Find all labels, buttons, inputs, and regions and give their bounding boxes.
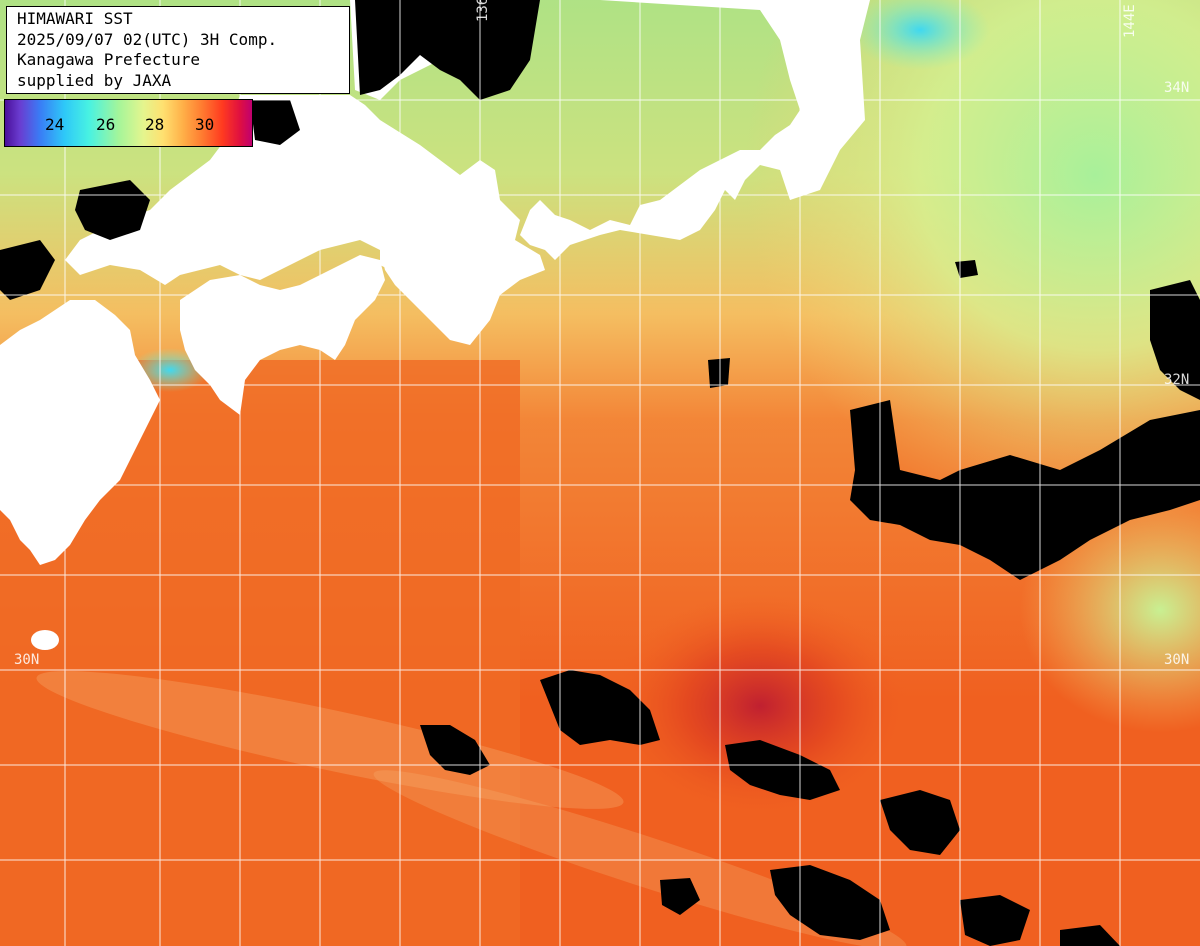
grid-label-136e-top: 136E bbox=[475, 0, 491, 22]
cloud-west-2 bbox=[0, 240, 55, 300]
grid-label-34n-right: 34N bbox=[1164, 80, 1190, 96]
land-honshu-west bbox=[65, 95, 545, 345]
temperature-colorbar: 24 26 28 30 bbox=[4, 99, 253, 147]
grid-label-30n-right: 30N bbox=[1164, 652, 1190, 668]
land-island-2 bbox=[8, 379, 28, 411]
cloud-south-8 bbox=[1060, 925, 1120, 946]
cloud-east-small-2 bbox=[708, 358, 730, 388]
colorbar-tick-28: 28 bbox=[145, 115, 165, 134]
cloud-east-top bbox=[1150, 280, 1200, 400]
cloud-east-band bbox=[850, 400, 1200, 580]
info-box: HIMAWARI SST 2025/09/07 02(UTC) 3H Comp.… bbox=[6, 6, 350, 94]
grid-label-30n-left: 30N bbox=[14, 652, 40, 668]
colorbar-tick-26: 26 bbox=[96, 115, 116, 134]
land-kyushu bbox=[0, 300, 160, 565]
land-izu bbox=[780, 130, 808, 185]
cloud-south-7 bbox=[660, 878, 700, 915]
info-supplier: supplied by JAXA bbox=[17, 70, 172, 90]
land-island-1 bbox=[31, 630, 59, 650]
cloud-south-4 bbox=[880, 790, 960, 855]
ocean-cyan-spot bbox=[850, 0, 990, 70]
land-island-3 bbox=[462, 171, 478, 199]
info-title: HIMAWARI SST bbox=[17, 9, 133, 28]
cloud-south-1 bbox=[540, 670, 660, 745]
land-awaji bbox=[380, 235, 400, 270]
cloud-north-1 bbox=[355, 0, 540, 100]
grid-label-32n-right: 32N bbox=[1164, 372, 1190, 388]
colorbar-tick-30: 30 bbox=[195, 115, 215, 134]
cloud-south-6 bbox=[960, 895, 1030, 946]
cloud-south-3 bbox=[420, 725, 490, 775]
cloud-east-small bbox=[955, 260, 978, 278]
info-datetime: 2025/09/07 02(UTC) 3H Comp. bbox=[17, 29, 278, 49]
ocean-pale-streak bbox=[36, 671, 624, 809]
grid-label-144e-top: 144E bbox=[1122, 4, 1138, 38]
cloud-south-2 bbox=[725, 740, 840, 800]
colorbar-tick-24: 24 bbox=[45, 115, 65, 134]
info-prefecture: Kanagawa Prefecture bbox=[17, 50, 201, 69]
cloud-north-2 bbox=[250, 100, 300, 145]
